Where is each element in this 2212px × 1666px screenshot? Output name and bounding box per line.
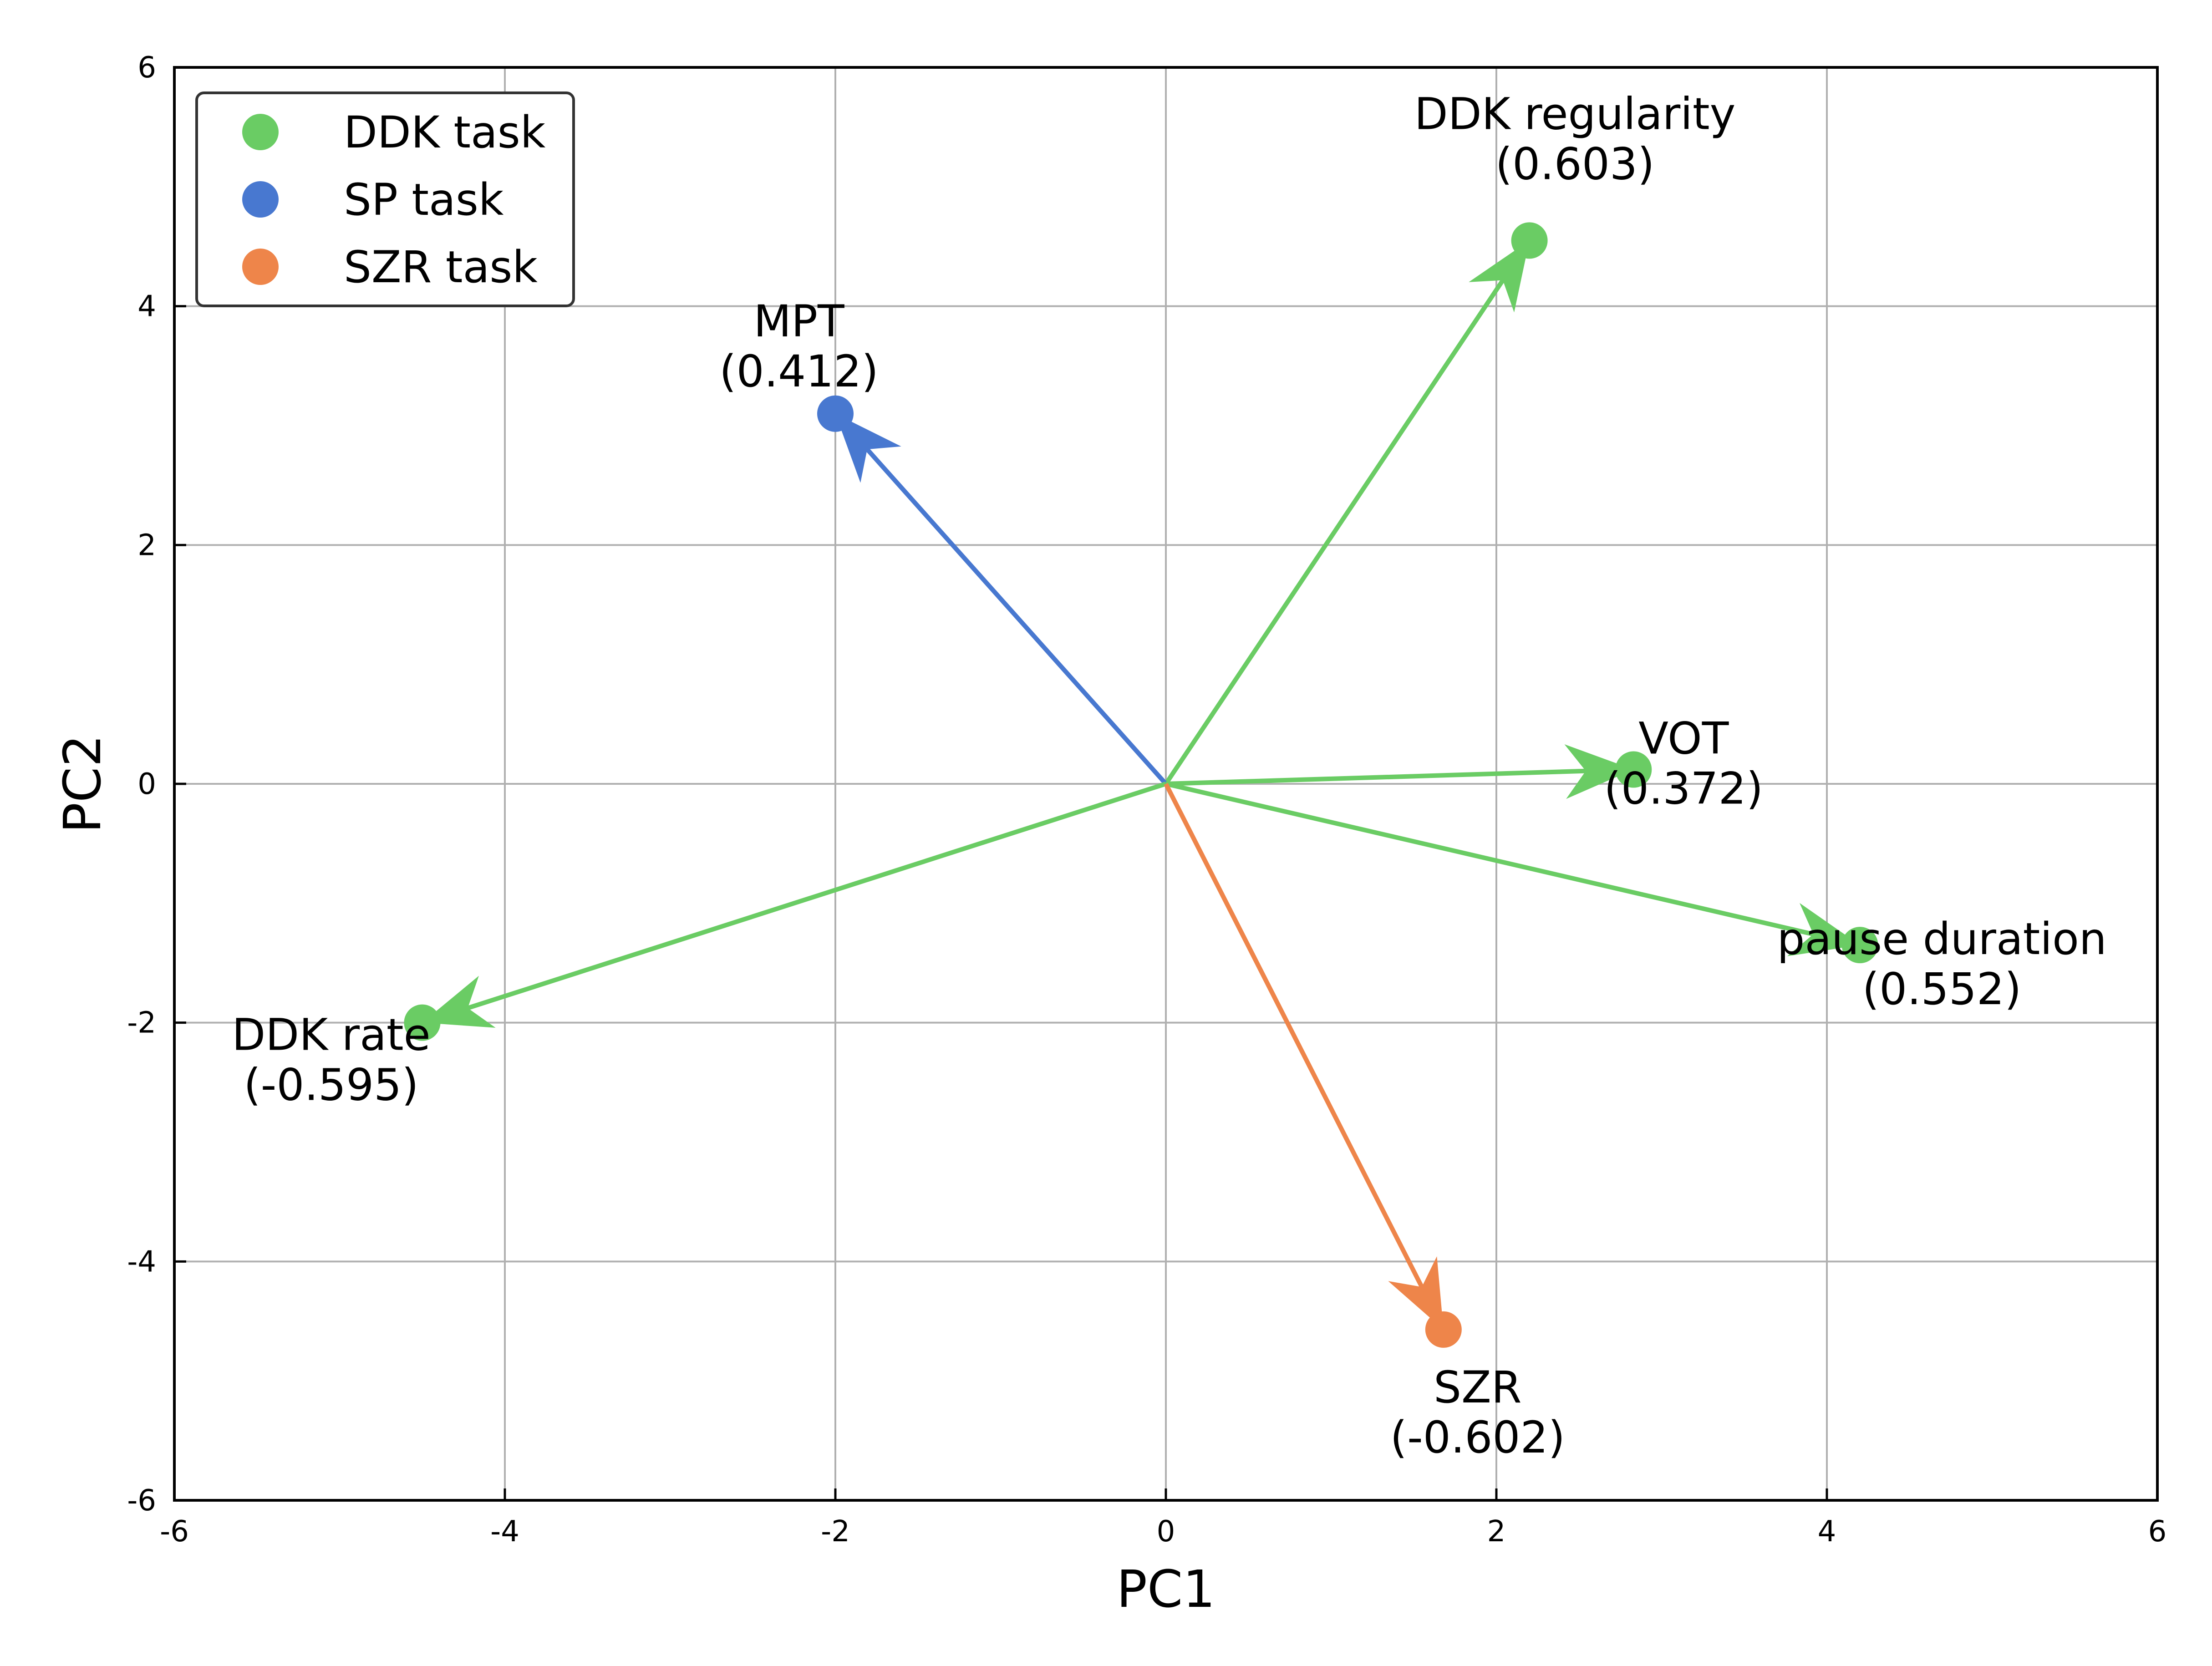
x-tick-label: 4 <box>1818 1515 1836 1549</box>
legend-marker <box>242 181 279 218</box>
vector-label: pause duration <box>1777 914 2107 965</box>
y-axis-title: PC2 <box>53 735 112 833</box>
x-tick-label: 0 <box>1157 1515 1175 1549</box>
y-tick-label: 6 <box>137 51 156 85</box>
plot-frame <box>173 66 2159 1502</box>
x-tick-label: -6 <box>160 1515 189 1549</box>
arrowhead <box>1564 744 1634 799</box>
vector-szr: SZR(-0.602) <box>1164 782 1565 1463</box>
vector-endpoint-marker <box>1425 1311 1462 1348</box>
vector-ddk-regularity: DDK regularity(0.603) <box>1164 88 1736 785</box>
vector-line <box>834 412 1168 786</box>
legend-item: DDK task <box>242 107 546 158</box>
vector-mpt: MPT(0.412) <box>719 296 1168 786</box>
vector-vot: VOT(0.372) <box>1165 713 1763 814</box>
axis-ticks: -6 -4 -2 0 2 4 6 -6 -4 -2 0 2 4 6 <box>127 51 2166 1549</box>
legend-label: SZR task <box>344 242 538 293</box>
vector-line <box>1164 782 1446 1331</box>
x-axis-title: PC1 <box>1117 1560 1215 1619</box>
vector-line <box>1165 782 1861 948</box>
vector-ddk-rate: DDK rate(-0.595) <box>232 782 1167 1111</box>
vector-loading-value: (0.603) <box>1495 138 1655 189</box>
vector-label: DDK regularity <box>1414 88 1736 139</box>
y-tick-label: 0 <box>137 767 156 801</box>
loading-vectors: DDK regularity(0.603)MPT(0.412)VOT(0.372… <box>232 88 2106 1463</box>
x-tick-label: -4 <box>490 1515 519 1549</box>
vector-label: DDK rate <box>232 1010 430 1061</box>
x-tick-label: 6 <box>2148 1515 2167 1549</box>
legend-item: SZR task <box>242 242 538 293</box>
legend: DDK task SP task SZR task <box>195 91 575 307</box>
vector-line <box>421 782 1167 1025</box>
arrowhead <box>1787 903 1860 956</box>
vector-label: SZR <box>1434 1362 1521 1413</box>
vector-loading-value: (0.372) <box>1604 763 1763 814</box>
x-tick-label: -2 <box>821 1515 850 1549</box>
legend-label: SP task <box>344 174 504 225</box>
vector-line <box>1165 767 1634 786</box>
arrowhead <box>835 413 901 483</box>
vector-label: MPT <box>753 296 844 347</box>
vector-endpoint-marker <box>1615 751 1652 788</box>
vector-endpoint-marker <box>817 395 854 432</box>
x-tick-label: 2 <box>1487 1515 1506 1549</box>
vector-loading-value: (0.552) <box>1862 964 2022 1015</box>
vector-loading-value: (-0.602) <box>1390 1412 1565 1463</box>
legend-marker <box>242 114 279 150</box>
y-tick-label: -4 <box>127 1245 156 1279</box>
y-tick-label: -6 <box>127 1484 156 1518</box>
arrowhead <box>1469 240 1530 313</box>
vector-endpoint-marker <box>404 1004 441 1041</box>
vector-pause-duration: pause duration(0.552) <box>1165 782 2107 1015</box>
vector-loading-value: (0.412) <box>719 346 879 397</box>
vector-endpoint-marker <box>1841 927 1878 964</box>
legend-label: DDK task <box>344 107 546 158</box>
legend-frame <box>195 91 575 307</box>
y-tick-label: 2 <box>137 528 156 562</box>
arrowhead <box>1388 1256 1444 1330</box>
vector-line <box>1164 239 1531 785</box>
legend-marker <box>242 249 279 285</box>
arrowhead <box>422 975 496 1028</box>
vector-label: VOT <box>1638 713 1729 764</box>
vector-endpoint-marker <box>1511 222 1548 259</box>
vector-loading-value: (-0.595) <box>244 1060 418 1111</box>
y-tick-label: -2 <box>127 1006 156 1040</box>
legend-item: SP task <box>242 174 504 225</box>
y-tick-label: 4 <box>137 290 156 324</box>
